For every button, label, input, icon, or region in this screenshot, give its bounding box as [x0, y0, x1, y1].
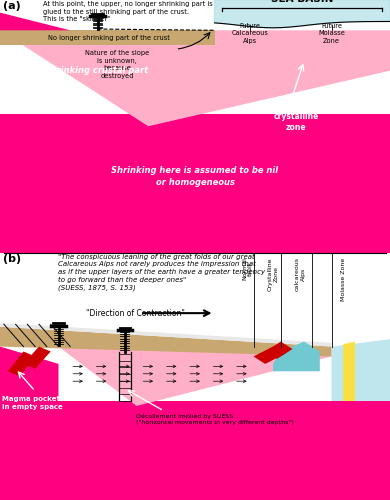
Text: Future
Molasse
Zone: Future Molasse Zone — [318, 22, 345, 44]
Polygon shape — [0, 30, 390, 126]
Polygon shape — [0, 401, 390, 500]
Text: SEA BASIN: SEA BASIN — [271, 0, 333, 4]
Text: Magma pocket
in empty space: Magma pocket in empty space — [2, 396, 63, 409]
Polygon shape — [273, 342, 320, 372]
Polygon shape — [0, 327, 332, 356]
Polygon shape — [332, 339, 390, 401]
Polygon shape — [58, 346, 332, 406]
Polygon shape — [215, 0, 390, 28]
Text: "Direction of Contraction": "Direction of Contraction" — [86, 308, 185, 318]
Polygon shape — [8, 352, 35, 376]
Text: Nature of the slope
is unknown,
because
destroyed: Nature of the slope is unknown, because … — [85, 50, 149, 79]
Text: (b): (b) — [3, 254, 21, 264]
Polygon shape — [254, 346, 285, 364]
Text: No longer shrinking part of the crust: No longer shrinking part of the crust — [48, 35, 170, 41]
Polygon shape — [0, 323, 332, 346]
Polygon shape — [0, 346, 58, 401]
Text: calcareous
Alps: calcareous Alps — [295, 258, 306, 292]
Text: Still shrinking crustal part: Still shrinking crustal part — [24, 66, 148, 75]
Text: (a): (a) — [3, 2, 21, 12]
Text: Shrinking here is assumed to be nil
or homogeneous: Shrinking here is assumed to be nil or h… — [112, 166, 278, 187]
Text: Normal
fault: Normal fault — [242, 258, 253, 280]
Text: At this point, the upper, no longer shrinking part is
glued to the still shrinki: At this point, the upper, no longer shri… — [43, 2, 213, 22]
Polygon shape — [0, 12, 70, 30]
Text: Molasse Zone: Molasse Zone — [341, 258, 346, 300]
Polygon shape — [265, 342, 292, 359]
Polygon shape — [0, 30, 215, 46]
Text: Décollement implied by SUESS
("horizontal movements in very different depths"): Décollement implied by SUESS ("horizonta… — [136, 414, 294, 424]
Text: Crystalline
Zone: Crystalline Zone — [268, 258, 278, 291]
Polygon shape — [343, 342, 355, 401]
Text: Future
Calcareous
Alps: Future Calcareous Alps — [231, 22, 268, 44]
Text: Future
crystalline
zone: Future crystalline zone — [274, 101, 319, 132]
Polygon shape — [0, 114, 390, 252]
Polygon shape — [215, 0, 390, 30]
Text: "The conspicuous leaning of the great folds of our great
Calcareous Alps not rar: "The conspicuous leaning of the great fo… — [58, 254, 266, 291]
Polygon shape — [23, 346, 51, 369]
